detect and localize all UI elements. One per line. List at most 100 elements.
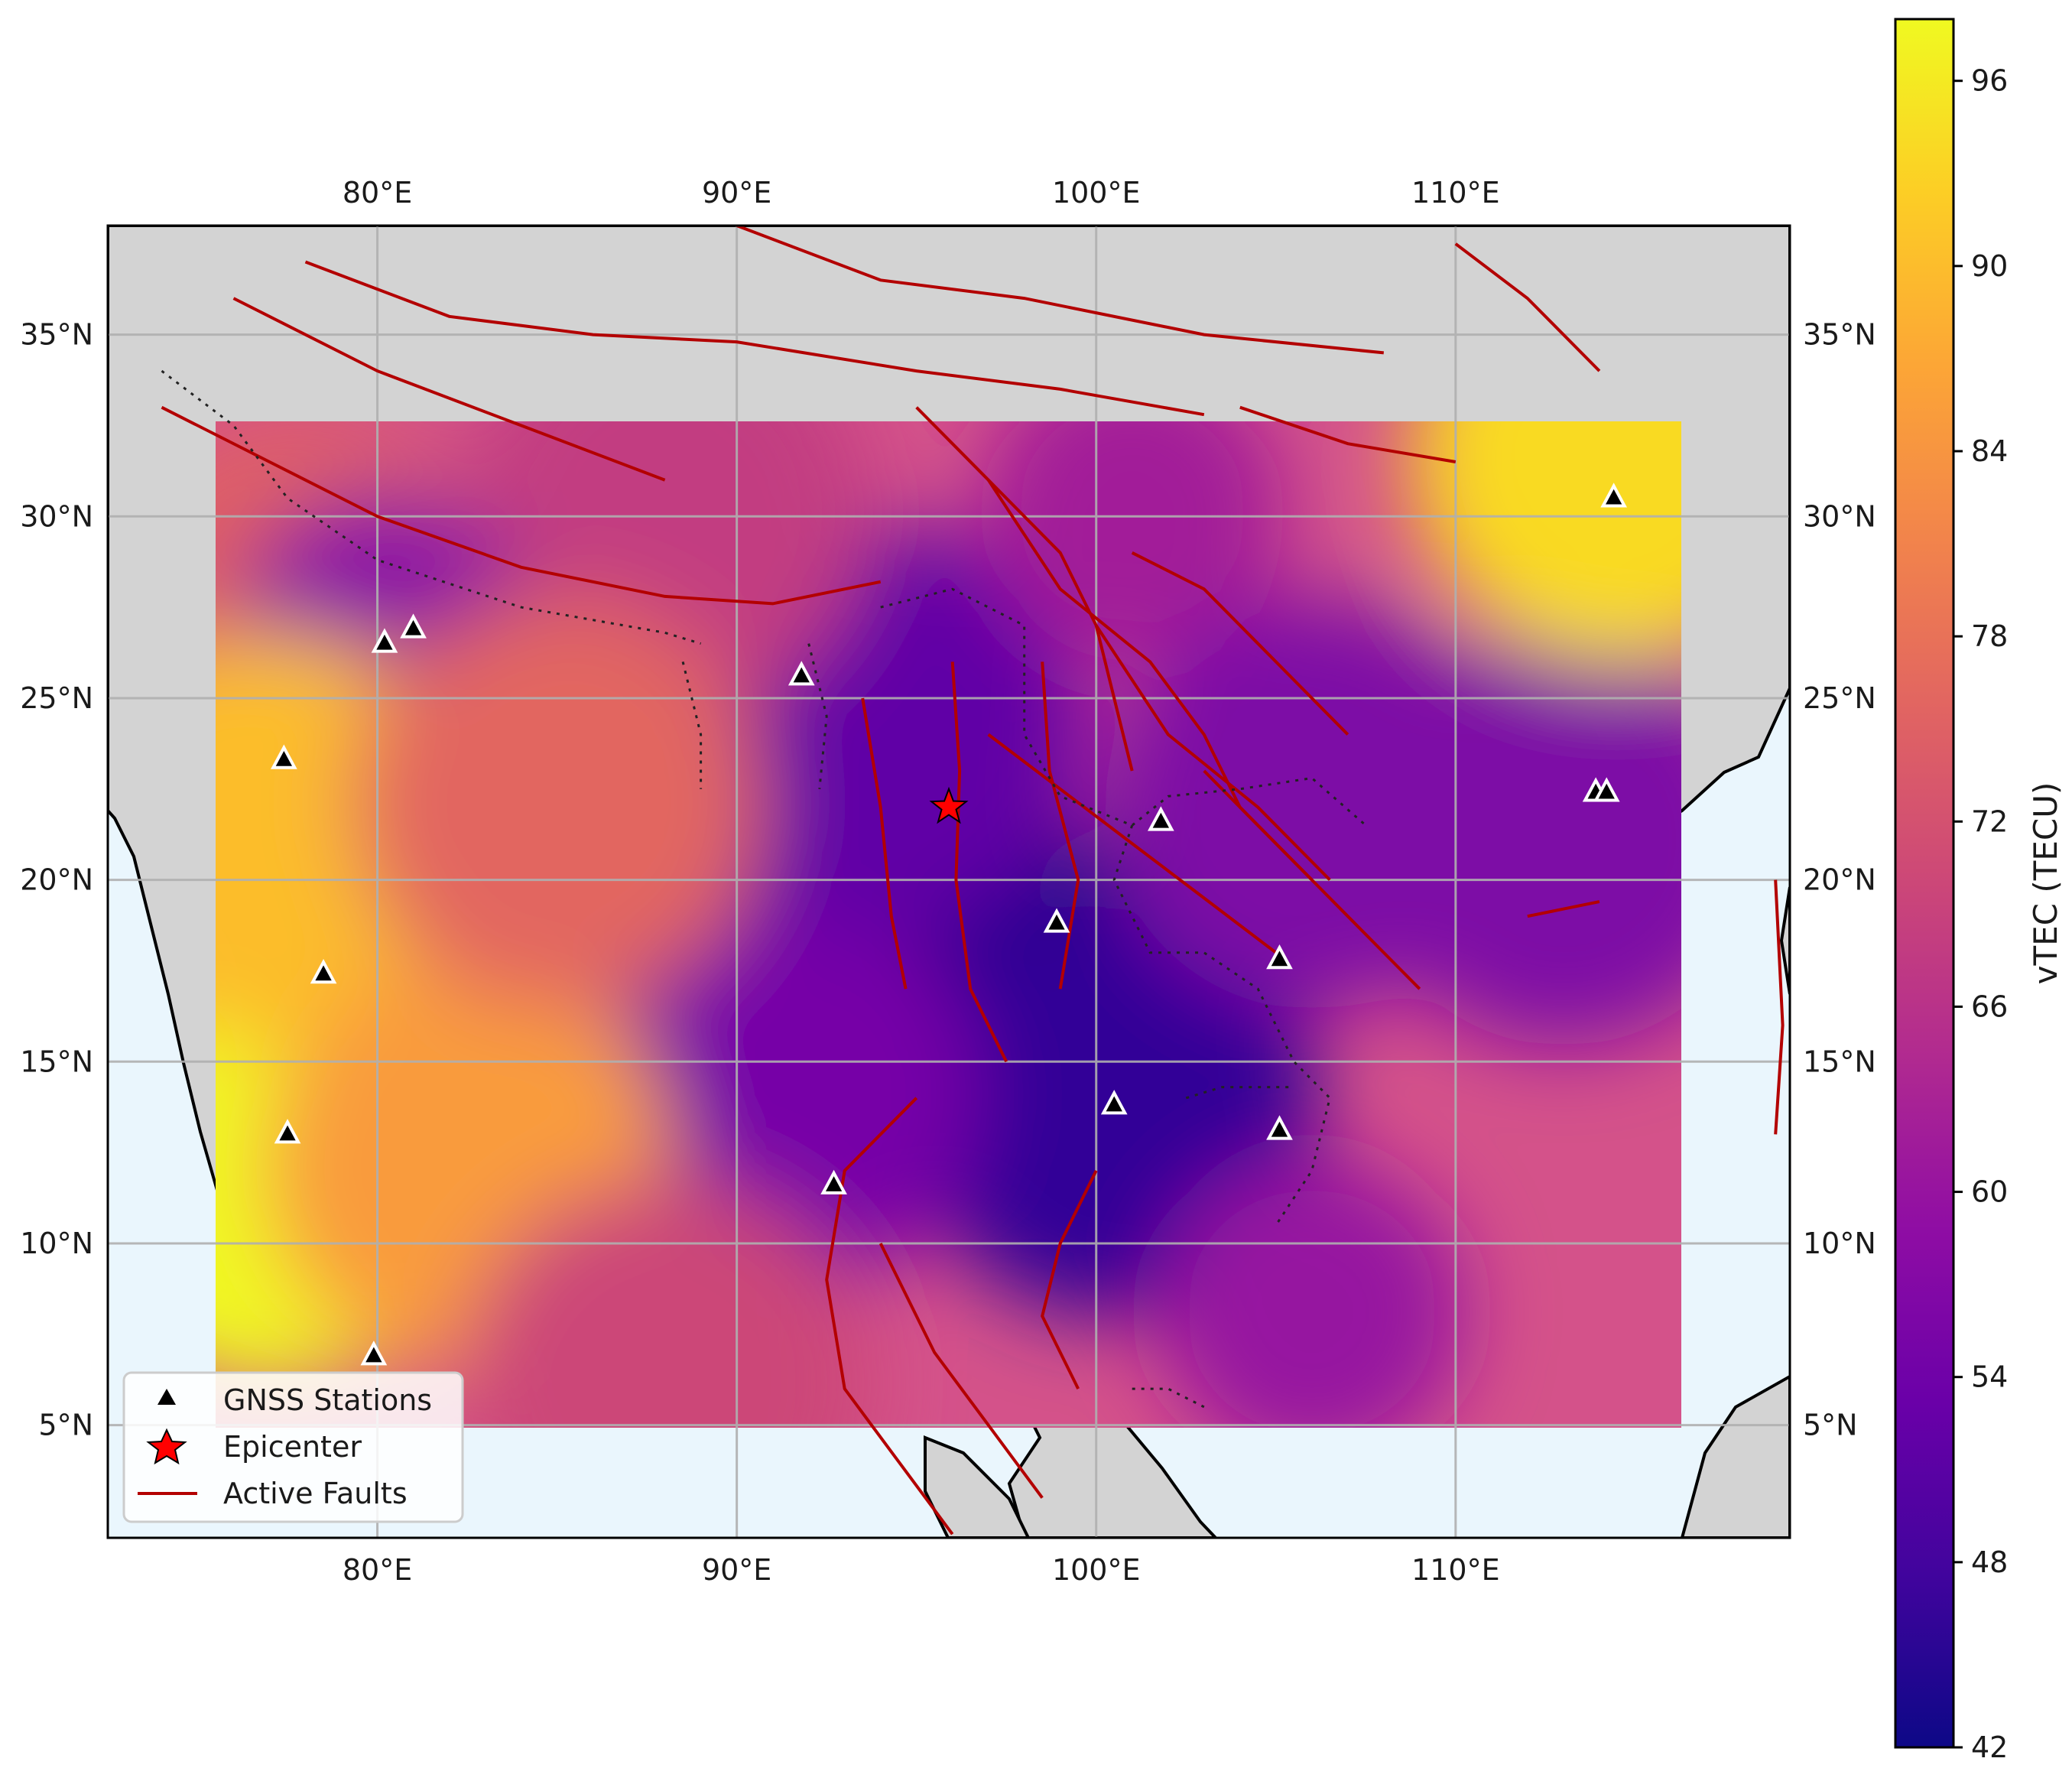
fault-trace [161, 405, 882, 606]
y-tick-label-right: 15°N [1803, 1045, 1876, 1078]
gnss-station-marker [1100, 1090, 1128, 1115]
active-faults [161, 226, 1785, 1536]
x-tick-label-bottom: 90°E [702, 1553, 771, 1587]
colorbar-tick-label: 54 [1971, 1360, 2008, 1394]
y-tick-label-left: 30°N [20, 499, 93, 533]
gnss-station-marker [1266, 1115, 1293, 1140]
y-tick-label-left: 5°N [38, 1409, 93, 1442]
gnss-station-marker [1148, 806, 1174, 831]
vtec-field-blob [1158, 1159, 1465, 1428]
fault-trace [825, 1097, 954, 1536]
y-tick-label-right: 5°N [1803, 1409, 1858, 1442]
fault-trace [987, 733, 1278, 954]
y-tick-label-right: 30°N [1803, 499, 1876, 533]
x-tick-label-top: 100°E [1052, 176, 1141, 210]
vtec-field-blob [458, 1178, 872, 1428]
gnss-station-marker [274, 1119, 301, 1144]
country-border [1112, 824, 1331, 1227]
fault-trace [878, 1243, 1044, 1499]
colorbar-gradient [1894, 18, 1955, 1749]
legend-gnss-marker-icon [158, 1389, 176, 1405]
fault-trace [1131, 551, 1349, 736]
x-tick-label-bottom: 100°E [1052, 1553, 1141, 1587]
gnss-station-marker [788, 661, 815, 686]
colorbar-tick-label: 48 [1971, 1545, 2008, 1579]
y-tick-label-left: 25°N [20, 681, 93, 715]
vtec-field-blob [350, 596, 764, 1010]
legend-faults-label: Active Faults [223, 1477, 408, 1510]
legend-epicenter-label: Epicenter [223, 1430, 362, 1464]
y-tick-label-left: 35°N [20, 318, 93, 352]
taiwan [1779, 886, 1790, 995]
colorbar-tick-label: 78 [1971, 619, 2008, 653]
y-tick-label-right: 10°N [1803, 1227, 1876, 1260]
colorbar-tick-label: 42 [1971, 1731, 2008, 1764]
x-tick-label-top: 90°E [702, 176, 771, 210]
fault-trace [1454, 242, 1601, 372]
fault-trace [1239, 405, 1457, 463]
gnss-station-marker [1043, 908, 1070, 933]
gnss-station-marker [270, 744, 297, 769]
colorbar-tick-label: 96 [1971, 64, 2008, 98]
gnss-station-marker [400, 613, 427, 639]
fault-trace [1203, 769, 1421, 990]
x-tick-label-top: 110°E [1411, 176, 1500, 210]
colorbar-tick-label: 60 [1971, 1175, 2008, 1209]
fault-trace [1527, 900, 1600, 918]
vtec-field-blob [1356, 632, 1681, 1046]
y-tick-label-left: 10°N [20, 1227, 93, 1260]
x-tick-label-top: 80°E [343, 176, 412, 210]
gnss-station-marker [371, 628, 398, 653]
gnss-station-marker [1593, 777, 1620, 802]
gnss-station-marker [1266, 944, 1293, 970]
legend-gnss-label: GNSS Stations [223, 1383, 432, 1417]
y-tick-label-right: 20°N [1803, 863, 1876, 897]
vtec-field-blob [1411, 421, 1681, 665]
epicenter-layer [929, 786, 969, 824]
fault-trace [950, 661, 1008, 1063]
country-border [1132, 1387, 1205, 1409]
fault-trace [861, 697, 908, 990]
country-border [681, 661, 703, 789]
fault-trace [304, 260, 1205, 417]
colorbar-tick-label: 66 [1971, 990, 2008, 1023]
y-tick-label-right: 35°N [1803, 318, 1876, 352]
gnss-station-marker [310, 958, 337, 984]
x-ticks-bottom: 80°E 90°E 100°E 110°E [343, 1553, 1500, 1587]
y-tick-label-right: 25°N [1803, 681, 1876, 715]
colorbar-label: vTEC (TECU) [2027, 782, 2064, 985]
fault-trace [1041, 1170, 1098, 1389]
sumatra [924, 1435, 1031, 1538]
colorbar-ticks: 42 48 54 60 66 72 78 84 90 96 [1953, 64, 2008, 1764]
legend-box [122, 1371, 464, 1523]
y-ticks-right: 5°N 10°N 15°N 20°N 25°N 30°N 35°N [1803, 318, 1876, 1442]
legend: GNSS Stations Epicenter Active Faults [122, 1371, 464, 1523]
y-ticks-left: 5°N 10°N 15°N 20°N 25°N 30°N 35°N [20, 318, 93, 1442]
country-border [807, 643, 828, 789]
borneo [1680, 1374, 1790, 1538]
x-tick-label-bottom: 80°E [343, 1553, 412, 1587]
country-borders [161, 369, 1367, 1409]
map-frame [106, 224, 1791, 1539]
x-tick-label-bottom: 110°E [1411, 1553, 1500, 1587]
epicenter-star-icon [929, 786, 969, 824]
x-ticks-top: 80°E 90°E 100°E 110°E [343, 176, 1500, 210]
colorbar: 42 48 54 60 66 72 78 84 90 96 vTEC (TECU) [1894, 18, 2064, 1764]
gnss-station-marker [1600, 483, 1628, 508]
vtec-field-blob [979, 421, 1285, 665]
country-border [1185, 1086, 1294, 1100]
fault-trace [736, 226, 1385, 355]
gnss-stations [270, 483, 1628, 1366]
y-tick-label-left: 15°N [20, 1045, 93, 1078]
fault-trace [1774, 879, 1785, 1135]
y-tick-label-left: 20°N [20, 863, 93, 897]
colorbar-tick-label: 84 [1971, 434, 2008, 468]
legend-epicenter-star-icon [146, 1428, 187, 1465]
colorbar-tick-label: 72 [1971, 804, 2008, 838]
gnss-station-marker [820, 1169, 847, 1194]
fault-trace [1041, 661, 1080, 990]
fault-trace [915, 406, 1134, 772]
fault-trace [232, 297, 666, 482]
fault-trace [1095, 624, 1331, 882]
